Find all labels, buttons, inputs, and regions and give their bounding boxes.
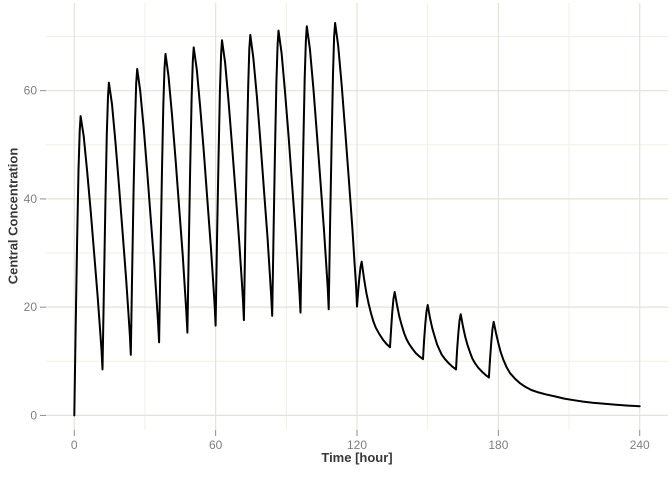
concentration-curve — [73, 22, 641, 417]
x-tick-label: 0 — [71, 438, 78, 452]
y-tick-label: 60 — [24, 84, 38, 98]
y-tick-label: 0 — [30, 408, 37, 422]
x-tick-label: 120 — [347, 438, 367, 452]
x-axis-title: Time [hour] — [321, 450, 393, 465]
x-tick-label: 180 — [488, 438, 508, 452]
y-tick-label: 20 — [24, 300, 38, 314]
x-tick-label: 60 — [209, 438, 223, 452]
y-axis-title: Central Concentration — [5, 147, 21, 285]
y-tick-label: 40 — [24, 192, 38, 206]
x-tick-label: 240 — [630, 438, 650, 452]
